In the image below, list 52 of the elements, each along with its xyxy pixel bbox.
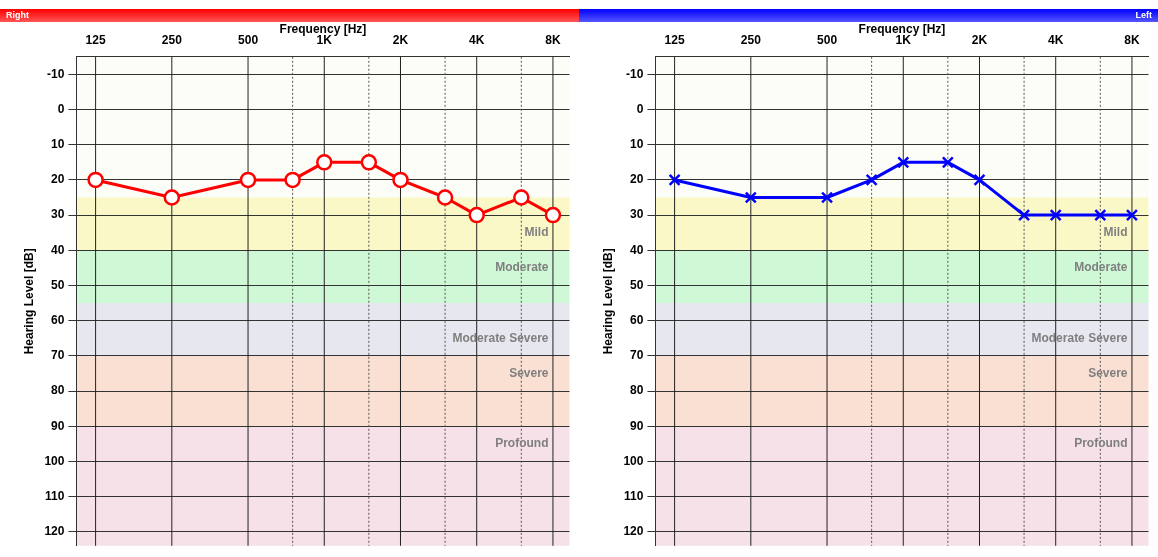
y-tick-label: 100	[623, 453, 644, 468]
band-label: Profound	[1074, 436, 1128, 451]
chart-title: Right	[0, 9, 579, 22]
band-label: Severe	[509, 365, 549, 380]
y-tick-label: 70	[630, 348, 644, 363]
band-label: Moderate	[495, 260, 549, 275]
x-tick-label: 250	[161, 32, 183, 47]
y-tick-label: 0	[636, 101, 644, 116]
y-tick-label: 50	[630, 277, 644, 292]
y-tick-label: 110	[624, 488, 644, 503]
x-tick-label: 4K	[1048, 32, 1064, 47]
y-tick-label: 80	[51, 383, 65, 398]
x-tick-label: 2K	[971, 32, 988, 47]
y-tick-label: 90	[51, 418, 65, 433]
x-tick-label: 500	[817, 32, 838, 47]
y-tick-label: 20	[51, 172, 65, 187]
y-axis-title: Hearing Level [dB]	[600, 248, 615, 355]
y-axis-title: Hearing Level [dB]	[21, 248, 36, 355]
chart-title: Left	[579, 9, 1158, 22]
x-tick-label: 125	[664, 32, 685, 47]
y-tick-label: -10	[47, 66, 65, 81]
x-tick-label: 125	[85, 32, 106, 47]
x-tick-label: 250	[740, 32, 762, 47]
y-tick-label: 10	[51, 137, 65, 152]
x-tick-label: 8K	[545, 32, 561, 47]
y-tick-label: 40	[630, 242, 644, 257]
y-tick-label: 120	[44, 524, 65, 539]
y-tick-label: -10	[626, 66, 644, 81]
y-tick-label: 100	[44, 453, 65, 468]
y-tick-label: 10	[630, 137, 644, 152]
y-tick-label: 90	[630, 418, 644, 433]
y-tick-label: 30	[51, 207, 65, 222]
y-tick-label: 120	[623, 524, 644, 539]
band-label: Mild	[524, 225, 549, 240]
x-tick-label: 4K	[469, 32, 485, 47]
y-tick-label: 50	[51, 277, 65, 292]
y-tick-label: 40	[51, 242, 65, 257]
y-tick-label: 30	[630, 207, 644, 222]
y-tick-label: 60	[630, 312, 644, 327]
band-label: Moderate	[1074, 260, 1128, 275]
y-tick-label: 20	[630, 172, 644, 187]
x-tick-label: 8K	[1124, 32, 1140, 47]
y-tick-label: 80	[630, 383, 644, 398]
y-tick-label: 70	[51, 348, 65, 363]
x-tick-label: 500	[238, 32, 259, 47]
x-tick-label: 2K	[392, 32, 409, 47]
band-label: Severe	[1088, 365, 1128, 380]
y-tick-label: 0	[57, 101, 65, 116]
band-label: Mild	[1103, 225, 1128, 240]
y-tick-label: 110	[45, 488, 65, 503]
band-label: Profound	[495, 436, 549, 451]
y-tick-label: 60	[51, 312, 65, 327]
